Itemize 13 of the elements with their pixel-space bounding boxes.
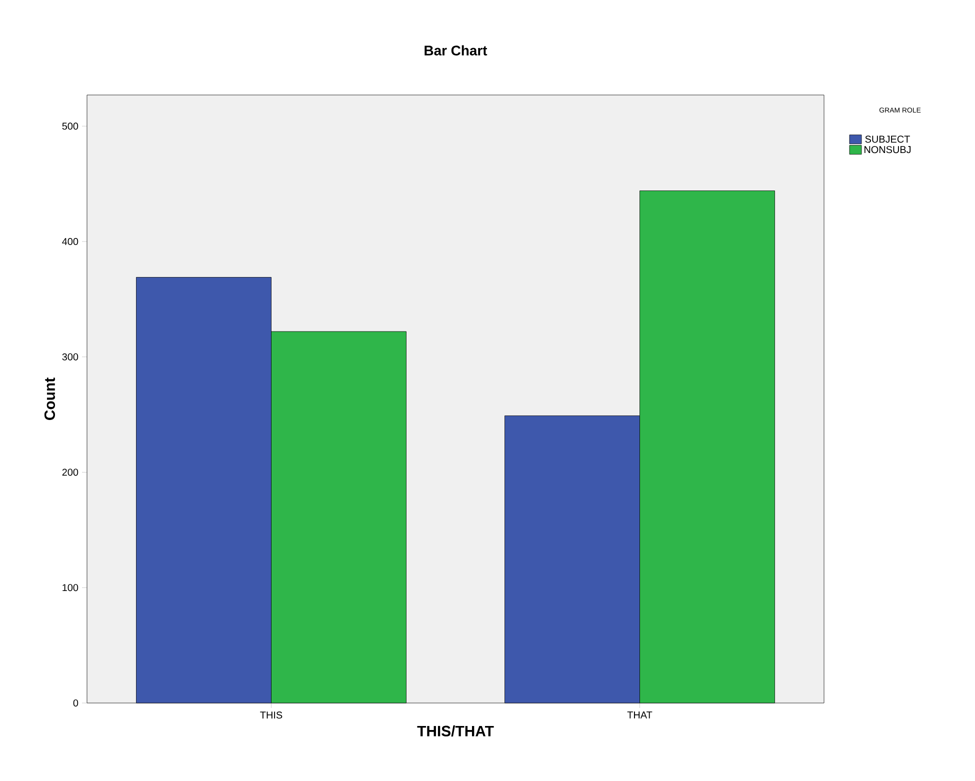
y-tick-label: 300 — [62, 353, 78, 360]
y-tick-label: 100 — [62, 584, 78, 592]
y-tick-label: 0 — [73, 699, 78, 707]
x-axis-title: THIS/THAT — [417, 725, 494, 737]
x-tick-label: THAT — [627, 712, 652, 718]
y-tick-label: 400 — [62, 238, 78, 246]
y-tick-label: 500 — [62, 122, 78, 130]
y-tick-label: 200 — [62, 468, 78, 476]
x-tick-label: THIS — [260, 712, 282, 719]
chart-title: Bar Chart — [424, 45, 488, 56]
legend-label: NONSUBJ — [864, 146, 911, 154]
legend-label: SUBJECT — [865, 136, 910, 143]
y-axis-title: Count — [44, 378, 56, 420]
